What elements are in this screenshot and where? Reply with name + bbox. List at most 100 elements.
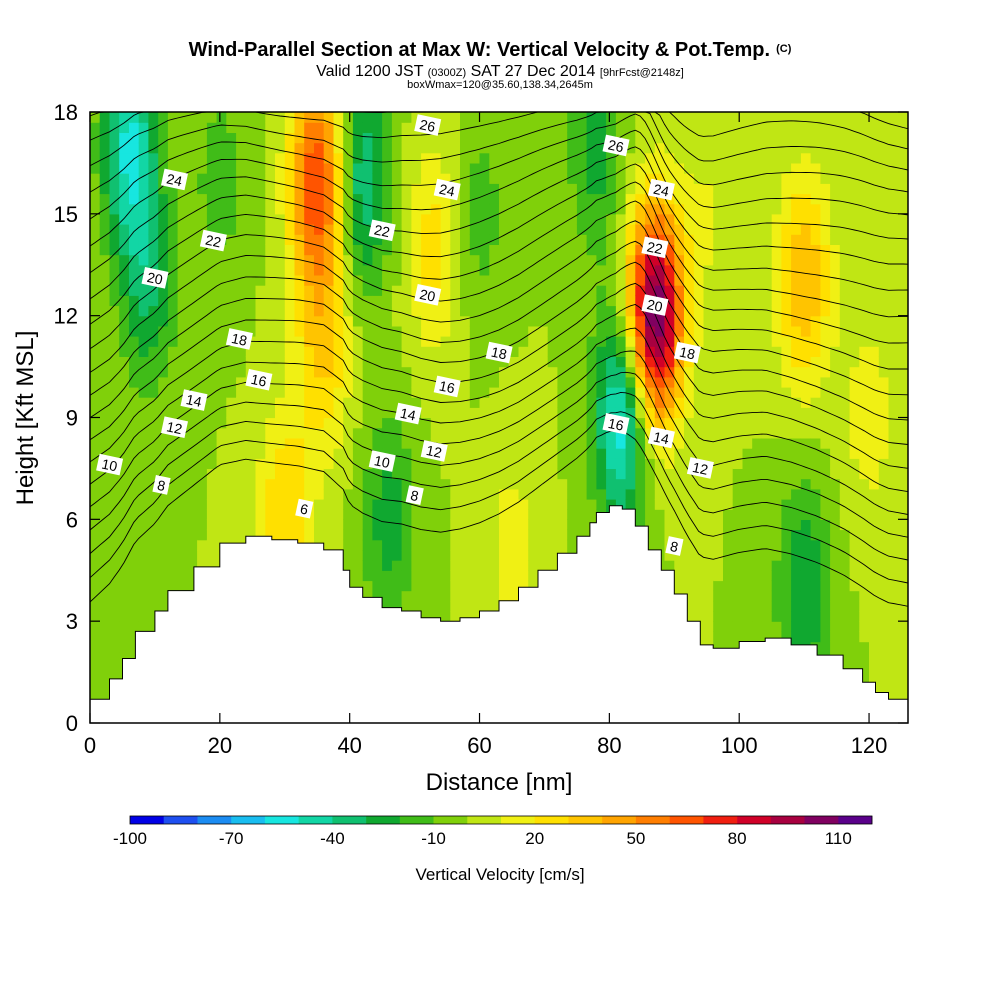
velocity-cell [391,162,403,174]
velocity-cell [197,285,208,296]
velocity-cell [216,468,227,480]
velocity-cell [216,295,227,307]
velocity-cell [576,397,588,408]
velocity-cell [129,437,140,449]
velocity-cell [830,417,841,429]
velocity-cell [888,682,899,694]
velocity-cell [119,611,130,622]
velocity-cell [129,529,140,541]
velocity-cell [167,142,179,154]
velocity-cell [265,203,276,215]
velocity-cell [430,519,442,531]
velocity-cell [391,234,403,245]
velocity-cell [625,346,636,357]
velocity-cell [878,346,890,357]
velocity-cell [382,468,393,480]
velocity-cell [732,458,743,469]
velocity-cell [206,325,218,337]
velocity-cell [499,173,510,184]
velocity-cell [645,264,656,276]
velocity-cell [528,213,539,225]
velocity-cell [362,560,373,571]
velocity-cell [129,244,140,256]
velocity-cell [99,488,110,500]
velocity-cell [635,203,646,215]
velocity-cell [703,142,714,154]
velocity-cell [460,529,471,541]
velocity-cell [372,142,383,154]
velocity-cell [732,468,743,480]
velocity-cell [138,305,149,317]
velocity-cell [99,549,110,561]
velocity-cell [752,264,763,276]
velocity-cell [177,580,188,592]
velocity-cell [109,336,120,347]
velocity-cell [90,193,101,205]
velocity-cell [352,560,364,571]
velocity-cell [508,448,519,459]
velocity-cell [469,417,481,429]
velocity-cell [888,407,899,419]
velocity-cell [236,519,247,531]
velocity-cell [723,499,734,510]
velocity-cell [752,499,763,510]
velocity-cell [206,397,218,408]
velocity-cell [99,580,110,592]
velocity-cell [557,356,568,368]
velocity-cell [693,305,705,317]
velocity-cell [440,600,451,612]
velocity-cell [684,570,695,582]
velocity-cell [187,213,198,225]
velocity-cell [333,244,344,256]
velocity-cell [518,274,529,286]
velocity-cell [820,132,831,144]
velocity-cell [275,162,286,174]
velocity-cell [245,488,257,500]
velocity-cell [304,407,315,419]
velocity-cell [791,621,802,632]
velocity-cell [888,122,899,133]
velocity-cell [138,386,149,398]
velocity-cell [275,152,286,164]
velocity-cell [479,213,490,225]
velocity-cell [849,478,860,490]
velocity-cell [752,580,763,592]
velocity-cell [343,285,354,296]
velocity-cell [197,549,208,561]
velocity-cell [206,203,218,215]
velocity-cell [713,122,724,133]
velocity-cell [586,366,597,378]
velocity-cell [713,397,724,408]
velocity-cell [596,285,607,296]
velocity-cell [888,386,899,398]
velocity-cell [284,264,296,276]
velocity-cell [255,488,266,500]
velocity-cell [275,264,286,276]
velocity-cell [167,193,179,205]
velocity-cell [411,560,422,571]
velocity-cell [304,244,315,256]
velocity-cell [528,142,539,154]
velocity-cell [460,244,471,256]
velocity-cell [460,376,471,388]
velocity-cell [615,499,627,510]
velocity-cell [674,570,685,582]
velocity-cell [606,437,617,449]
velocity-cell [654,315,666,327]
velocity-cell [849,407,860,419]
velocity-cell [518,376,529,388]
velocity-cell [557,488,568,500]
velocity-cell [265,325,276,337]
velocity-cell [518,407,529,419]
velocity-cell [859,407,870,419]
velocity-cell [664,397,675,408]
velocity-cell [888,244,899,256]
velocity-cell [129,305,140,317]
velocity-cell [742,519,753,531]
velocity-cell [489,417,500,429]
velocity-cell [148,112,159,123]
velocity-cell [586,315,597,327]
velocity-cell [771,356,782,368]
velocity-cell [547,173,558,184]
velocity-cell [177,203,188,215]
